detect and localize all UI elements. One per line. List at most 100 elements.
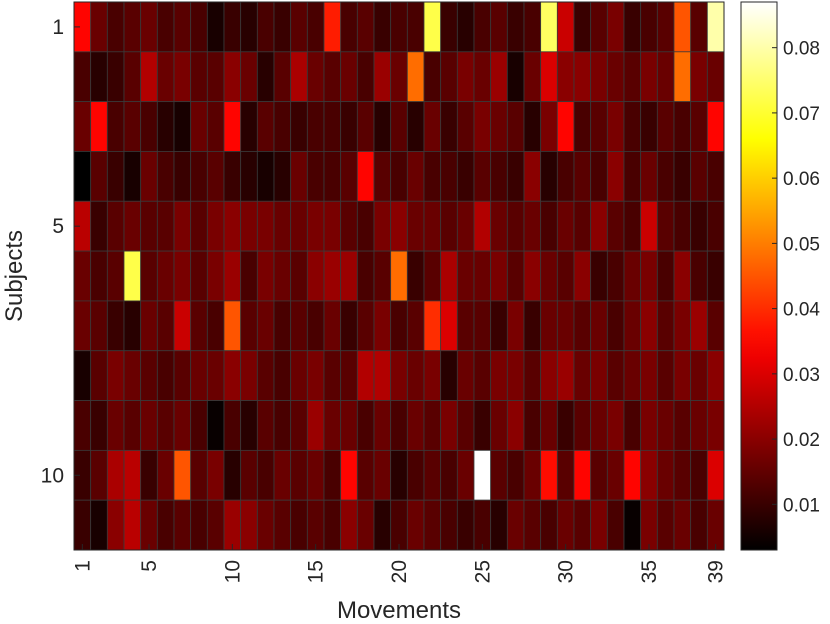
heatmap-cell xyxy=(473,449,492,501)
heatmap-cell xyxy=(473,300,492,352)
heatmap-cell xyxy=(256,250,275,302)
heatmap-cell xyxy=(640,350,658,401)
heatmap-cell xyxy=(373,300,392,352)
colorbar-tick-label: 0.04 xyxy=(783,300,820,321)
heatmap-cell xyxy=(523,400,542,451)
heatmap-cell xyxy=(690,300,708,352)
heatmap-cell xyxy=(390,101,408,152)
heatmap-cell xyxy=(690,499,708,551)
heatmap-cell xyxy=(556,1,575,53)
heatmap-cell xyxy=(273,250,292,302)
heatmap-cell xyxy=(323,350,342,401)
colorbar-tick-label: 0.07 xyxy=(783,104,820,125)
heatmap-cell xyxy=(656,151,675,202)
heatmap-cell xyxy=(456,200,475,252)
heatmap-cell xyxy=(323,449,342,501)
heatmap-cell xyxy=(273,449,292,501)
heatmap-cell xyxy=(473,350,492,401)
heatmap-cell xyxy=(640,1,658,53)
heatmap-cell xyxy=(606,51,625,103)
heatmap-cell xyxy=(440,499,458,551)
heatmap-cell xyxy=(390,400,408,451)
colorbar-ticks: 0.01 0.02 0.03 0.04 0.05 0.06 0.07 0.08 xyxy=(772,39,820,516)
heatmap-cell xyxy=(506,200,525,252)
heatmap-cell xyxy=(506,101,525,152)
heatmap-cell xyxy=(306,151,325,202)
heatmap-cell xyxy=(323,300,342,352)
heatmap-cell xyxy=(706,400,725,451)
heatmap-cell xyxy=(240,151,258,202)
heatmap-cell xyxy=(90,200,108,252)
heatmap-cell xyxy=(656,400,675,451)
y-tick-label: 10 xyxy=(41,464,64,487)
heatmap-cell xyxy=(240,400,258,451)
heatmap-cell xyxy=(390,51,408,103)
heatmap-cell xyxy=(206,151,225,202)
heatmap-cell xyxy=(623,250,642,302)
colorbar-tick-label: 0.01 xyxy=(783,495,820,516)
x-tick-label: 39 xyxy=(705,560,728,583)
heatmap-cell xyxy=(290,250,308,302)
heatmap-cell xyxy=(690,449,708,501)
heatmap-cell xyxy=(623,1,642,53)
heatmap-cell xyxy=(140,250,158,302)
heatmap-cell xyxy=(240,200,258,252)
heatmap-cell xyxy=(240,300,258,352)
x-tick-label: 35 xyxy=(638,560,661,583)
heatmap-cell xyxy=(590,151,608,202)
heatmap-cell xyxy=(540,300,558,352)
heatmap-cell xyxy=(373,400,392,451)
heatmap-cell xyxy=(73,400,92,451)
heatmap-cell xyxy=(690,151,708,202)
heatmap-cell xyxy=(556,151,575,202)
heatmap-cell xyxy=(706,250,725,302)
heatmap-cell xyxy=(706,350,725,401)
heatmap-cell xyxy=(440,101,458,152)
heatmap-cell xyxy=(456,151,475,202)
heatmap-cell xyxy=(523,449,542,501)
heatmap-cell xyxy=(173,51,192,103)
heatmap-cell xyxy=(206,350,225,401)
heatmap-cell xyxy=(356,449,375,501)
heatmap-cell xyxy=(690,101,708,152)
heatmap-cell xyxy=(590,350,608,401)
heatmap-cell xyxy=(673,300,692,352)
x-axis-ticks: 1 5 10 15 20 25 30 35 39 xyxy=(71,544,728,583)
heatmap-cell xyxy=(73,51,92,103)
heatmap-cell xyxy=(606,350,625,401)
heatmap-cell xyxy=(123,200,142,252)
heatmap-cell xyxy=(390,300,408,352)
heatmap-cell xyxy=(323,151,342,202)
heatmap-cell xyxy=(206,51,225,103)
heatmap-cell xyxy=(473,200,492,252)
x-tick-label: 30 xyxy=(555,560,578,583)
heatmap-cell xyxy=(590,1,608,53)
heatmap-cell xyxy=(506,350,525,401)
heatmap-cell xyxy=(573,400,592,451)
heatmap-cell xyxy=(73,350,92,401)
heatmap-cell xyxy=(140,449,158,501)
heatmap-cell xyxy=(240,499,258,551)
heatmap-cell xyxy=(656,1,675,53)
heatmap-cell xyxy=(456,350,475,401)
heatmap-cell xyxy=(523,300,542,352)
heatmap-cell xyxy=(106,1,125,53)
heatmap-cell xyxy=(290,101,308,152)
heatmap-cell xyxy=(190,51,208,103)
heatmap-cell xyxy=(606,499,625,551)
heatmap-cell xyxy=(540,101,558,152)
heatmap-cell xyxy=(706,300,725,352)
heatmap-cell xyxy=(223,400,242,451)
heatmap-cell xyxy=(173,250,192,302)
heatmap-cell xyxy=(356,51,375,103)
heatmap-cell xyxy=(606,1,625,53)
heatmap-cell xyxy=(206,101,225,152)
heatmap-cell xyxy=(223,101,242,152)
heatmap-cell xyxy=(406,400,425,451)
heatmap-cell xyxy=(290,300,308,352)
heatmap-cell xyxy=(206,449,225,501)
heatmap-cell xyxy=(390,151,408,202)
heatmap-cell xyxy=(306,101,325,152)
heatmap-cell xyxy=(106,350,125,401)
heatmap-cell xyxy=(623,499,642,551)
